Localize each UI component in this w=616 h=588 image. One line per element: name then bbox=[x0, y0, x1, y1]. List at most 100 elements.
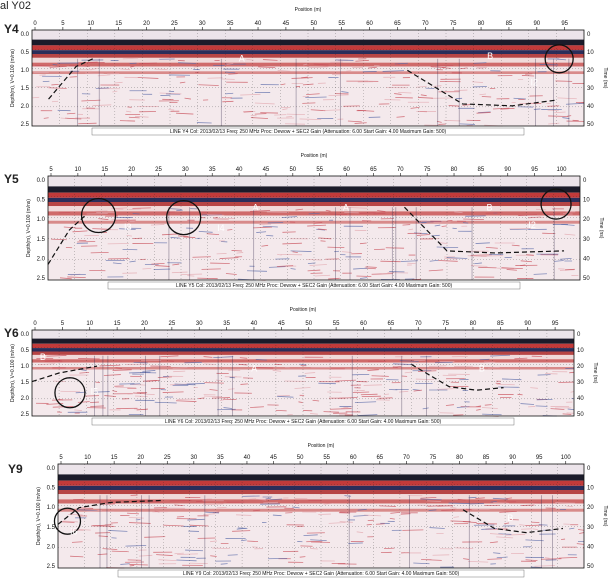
signal-streak bbox=[564, 233, 576, 236]
signal-streak bbox=[304, 372, 316, 374]
signal-streak bbox=[185, 549, 204, 552]
signal-streak bbox=[112, 390, 118, 393]
caption-box bbox=[91, 127, 525, 136]
signal-streak bbox=[470, 265, 488, 267]
depth-tick-label: 2.0 bbox=[47, 544, 56, 550]
signal-streak bbox=[473, 62, 487, 64]
signal-streak bbox=[317, 228, 327, 231]
x-tick-label: 55 bbox=[323, 455, 330, 461]
signal-streak bbox=[570, 391, 575, 393]
signal-streak bbox=[441, 509, 456, 511]
signal-streak bbox=[203, 356, 213, 358]
x-tick-label: 0 bbox=[33, 21, 37, 27]
signal-streak bbox=[355, 59, 369, 62]
x-tick-label: 65 bbox=[388, 321, 395, 327]
time-tick-label: 20 bbox=[587, 505, 594, 511]
x-tick-label: 45 bbox=[270, 455, 277, 461]
signal-streak bbox=[240, 383, 248, 385]
x-tick-label: 50 bbox=[305, 321, 312, 327]
x-tick-label: 55 bbox=[338, 21, 345, 27]
time-tick-label: 10 bbox=[587, 50, 594, 56]
signal-streak bbox=[475, 242, 490, 244]
signal-streak bbox=[354, 401, 377, 404]
signal-streak bbox=[496, 536, 514, 539]
profile-caption: LINE Y6 Col: 2013/02/13 Freq: 250 MHz Pr… bbox=[165, 419, 442, 425]
signal-streak bbox=[198, 397, 205, 400]
annotation-label: I3 bbox=[124, 222, 132, 232]
signal-streak bbox=[168, 109, 175, 111]
x-tick-label: 10 bbox=[84, 455, 91, 461]
signal-streak bbox=[298, 401, 303, 403]
signal-streak bbox=[198, 230, 213, 233]
signal-streak bbox=[120, 563, 130, 565]
signal-streak bbox=[421, 559, 442, 561]
signal-streak bbox=[70, 555, 84, 558]
signal-streak bbox=[323, 411, 339, 413]
signal-streak bbox=[462, 104, 471, 106]
signal-streak bbox=[428, 509, 437, 511]
signal-streak bbox=[438, 260, 458, 262]
signal-streak bbox=[203, 513, 216, 515]
x-tick-label: 0 bbox=[33, 321, 37, 327]
signal-streak bbox=[263, 501, 278, 504]
signal-streak bbox=[84, 395, 100, 397]
x-tick-label: 65 bbox=[370, 167, 377, 173]
signal-streak bbox=[307, 269, 321, 272]
signal-streak bbox=[142, 370, 156, 372]
signal-streak bbox=[567, 408, 575, 411]
time-tick-label: 30 bbox=[577, 380, 584, 386]
depth-tick-label: 1.5 bbox=[47, 525, 56, 531]
x-tick-label: 100 bbox=[561, 455, 572, 461]
signal-streak bbox=[202, 503, 224, 506]
x-tick-label: 30 bbox=[182, 167, 189, 173]
reflection-band bbox=[32, 366, 574, 370]
signal-streak bbox=[137, 77, 159, 79]
panel-frame bbox=[47, 175, 581, 281]
signal-streak bbox=[282, 108, 288, 111]
anomaly-circle bbox=[53, 507, 82, 535]
signal-streak bbox=[511, 244, 520, 247]
panel-label-y6: Y6 bbox=[4, 326, 19, 340]
signal-streak bbox=[97, 553, 108, 556]
signal-streak bbox=[513, 97, 526, 100]
signal-streak bbox=[225, 92, 234, 95]
signal-streak bbox=[144, 536, 166, 538]
signal-streak bbox=[177, 235, 189, 237]
signal-streak bbox=[130, 65, 135, 68]
signal-streak bbox=[481, 407, 498, 409]
reflection-band bbox=[58, 474, 584, 481]
time-tick-label: 50 bbox=[577, 412, 584, 418]
annotation-label: B bbox=[487, 51, 493, 61]
signal-streak bbox=[136, 408, 149, 411]
signal-streak bbox=[189, 524, 209, 527]
x-tick-label: 10 bbox=[87, 21, 94, 27]
signal-streak bbox=[576, 543, 585, 545]
annotation-label: A bbox=[251, 363, 257, 373]
signal-streak bbox=[250, 117, 268, 119]
signal-streak bbox=[277, 253, 282, 256]
x-tick-label: 40 bbox=[255, 21, 262, 27]
signal-streak bbox=[112, 90, 118, 93]
signal-streak bbox=[286, 116, 293, 118]
time-tick-label: 10 bbox=[587, 486, 594, 492]
signal-streak bbox=[155, 265, 170, 267]
signal-streak bbox=[392, 366, 398, 369]
signal-streak bbox=[86, 509, 103, 512]
depth-tick-label: 0.5 bbox=[47, 486, 56, 492]
signal-streak bbox=[91, 68, 98, 70]
x-tick-label: 95 bbox=[536, 455, 543, 461]
x-tick-label: 25 bbox=[169, 321, 176, 327]
signal-streak bbox=[416, 234, 430, 236]
signal-streak bbox=[347, 120, 362, 123]
signal-streak bbox=[400, 260, 419, 262]
x-tick-label: 20 bbox=[141, 321, 148, 327]
profile-caption: LINE Y5 Col: 2013/02/13 Freq: 250 MHz Pr… bbox=[176, 283, 453, 289]
signal-streak bbox=[173, 370, 186, 373]
gpr-panel-y4: Position (m) 0 5 10 15 20 25 30 35 40 45 50 55 60 65 70… bbox=[10, 7, 608, 136]
signal-streak bbox=[133, 392, 147, 395]
signal-streak bbox=[108, 530, 128, 532]
x-tick-label: 30 bbox=[199, 21, 206, 27]
signal-streak bbox=[308, 66, 329, 69]
time-tick-label: 40 bbox=[577, 396, 584, 402]
signal-streak bbox=[281, 216, 298, 218]
